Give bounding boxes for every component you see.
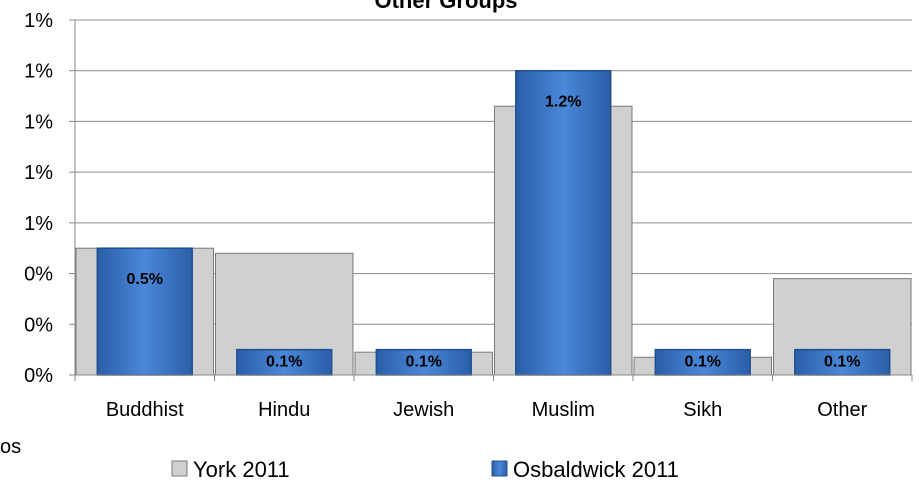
bar-osbaldwick-muslim: [515, 69, 612, 376]
y-tick-label: 0%: [24, 314, 53, 336]
y-tick-label: 1%: [24, 61, 53, 83]
legend-swatch-york: [171, 460, 188, 477]
data-label-buddhist: 0.5%: [127, 271, 163, 288]
chart-title: Other Groups: [374, 0, 517, 13]
data-label-hindu: 0.1%: [266, 354, 302, 371]
stray-text: os: [0, 436, 21, 458]
data-label-jewish: 0.1%: [406, 354, 442, 371]
bar-osbaldwick-sikh: [654, 348, 751, 376]
legend: York 2011 Osbaldwick 2011: [171, 457, 679, 482]
bar-osbaldwick-other: [794, 348, 891, 376]
bar-osbaldwick-buddhist: [96, 247, 193, 376]
osbaldwick-series: [96, 69, 891, 376]
y-tick-label: 1%: [24, 213, 53, 235]
y-tick-label: 0%: [24, 264, 53, 286]
data-labels: 0.5% 0.1% 0.1% 1.2% 0.1% 0.1%: [127, 94, 861, 371]
gridlines: [75, 19, 912, 376]
category-labels: Buddhist Hindu Jewish Muslim Sikh Other: [74, 375, 913, 421]
data-label-other: 0.1%: [824, 354, 860, 371]
y-tick-label: 1%: [24, 162, 53, 184]
bar-osbaldwick-hindu: [236, 348, 333, 376]
y-tick-label: 0%: [24, 365, 53, 387]
x-tick-label: Jewish: [393, 399, 454, 421]
york-series: [75, 105, 912, 376]
x-tick-label: Buddhist: [106, 399, 184, 421]
y-axis-ticks: 0% 0% 0% 1% 1% 1% 1% 1%: [24, 10, 75, 387]
legend-label-york: York 2011: [193, 457, 290, 482]
x-tick-label: Hindu: [258, 399, 310, 421]
x-tick-label: Other: [817, 399, 867, 421]
data-label-muslim: 1.2%: [545, 94, 581, 111]
x-tick-label: Sikh: [683, 399, 722, 421]
legend-swatch-osbaldwick: [491, 460, 508, 477]
y-tick-label: 1%: [24, 111, 53, 133]
legend-label-osbaldwick: Osbaldwick 2011: [513, 457, 679, 482]
x-tick-label: Muslim: [532, 399, 595, 421]
y-tick-label: 1%: [24, 10, 53, 32]
data-label-sikh: 0.1%: [685, 354, 721, 371]
